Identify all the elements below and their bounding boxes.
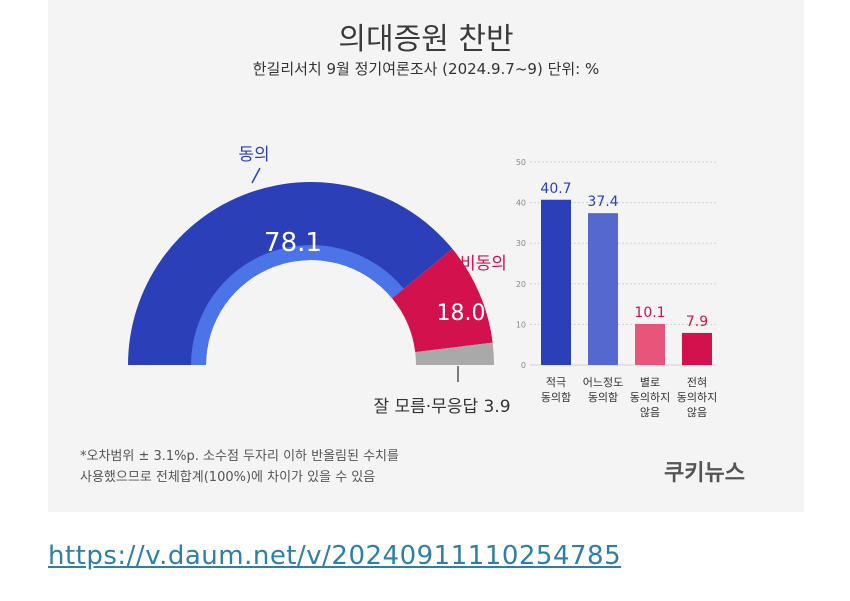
x-category-label-1: 적극 (546, 376, 566, 389)
source-link[interactable]: https://v.daum.net/v/20240911110254785 (48, 541, 622, 571)
x-category-label-2: 동의함 (588, 391, 618, 404)
x-category-label-3: 동의하지 (630, 390, 670, 404)
chart-subtitle: 한길리서치 9월 정기여론조사 (2024.9.7~9) 단위: % (252, 60, 600, 78)
bar-chart: 0102030405040.7적극동의함37.4어느정도동의함10.1별로동의하… (516, 158, 717, 419)
chart-title: 의대증원 찬반 (338, 22, 514, 57)
x-category-label-4: 동의하지 (677, 390, 717, 404)
donut-category-label-2: 비동의 (460, 254, 507, 274)
donut-value-label-2: 18.0 (437, 301, 486, 326)
donut-category-label-3: 잘 모름·무응답 3.9 (373, 397, 510, 417)
donut-inner-ring (191, 245, 404, 365)
x-category-label-4: 전혀 (687, 376, 707, 389)
footnote-line-1: *오차범위 ± 3.1%p. 소수점 두자리 이하 반올림된 수치를 (80, 449, 399, 464)
y-tick-label: 0 (521, 361, 526, 370)
donut-leader-line-1 (251, 167, 261, 184)
x-category-label-3: 않음 (640, 406, 660, 419)
publisher-credit: 쿠키뉴스 (664, 461, 745, 486)
bar-value-label-2: 37.4 (587, 194, 618, 210)
bar-value-label-1: 40.7 (540, 181, 571, 197)
y-tick-label: 10 (516, 320, 526, 329)
bar-value-label-3: 10.1 (634, 305, 665, 321)
chart-card: 의대증원 찬반 한길리서치 9월 정기여론조사 (2024.9.7~9) 단위:… (48, 0, 804, 512)
bar-4 (682, 332, 712, 365)
bar-3 (635, 323, 665, 365)
bar-1 (541, 199, 571, 365)
x-category-label-4: 않음 (687, 406, 707, 419)
donut-category-label-1: 동의 (238, 145, 269, 165)
x-category-label-1: 동의함 (541, 391, 571, 404)
x-category-label-3: 별로 (640, 376, 660, 389)
donut-slice-2 (392, 248, 493, 353)
bar-value-label-4: 7.9 (686, 314, 708, 330)
footnote-line-2: 사용했으므로 전체합계(100%)에 차이가 있을 수 있음 (80, 470, 376, 485)
y-tick-label: 40 (516, 199, 526, 208)
x-category-label-2: 어느정도 (583, 376, 623, 389)
donut-leader-line-2 (440, 263, 455, 275)
y-tick-label: 20 (516, 280, 526, 289)
y-tick-label: 30 (516, 239, 526, 248)
donut-slice-3 (415, 342, 494, 365)
bar-2 (588, 213, 618, 365)
donut-value-label-1: 78.1 (264, 228, 322, 258)
y-tick-label: 50 (516, 158, 526, 167)
